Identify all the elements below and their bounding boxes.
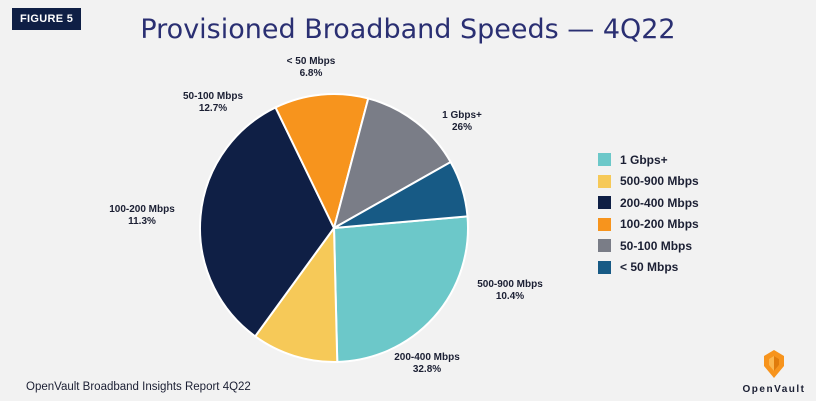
slice-label-50-100-mbps: 50-100 Mbps xyxy=(183,91,243,102)
slice-value-50-mbps: 6.8% xyxy=(300,68,323,79)
pie-slice-100-200-mbps xyxy=(274,93,370,231)
legend-item-50-mbps: < 50 Mbps xyxy=(598,257,699,279)
slice-label-1-gbps: 1 Gbps+ xyxy=(442,110,482,121)
pie-slice-50-mbps xyxy=(333,160,469,229)
chart-title: Provisioned Broadband Speeds — 4Q22 xyxy=(140,14,676,45)
legend-item-500-900-mbps: 500-900 Mbps xyxy=(598,171,699,193)
logo-wordmark: OpenVault xyxy=(742,384,806,395)
legend-swatch xyxy=(598,153,611,167)
legend-label: 100-200 Mbps xyxy=(620,217,699,232)
legend-item-200-400-mbps: 200-400 Mbps xyxy=(598,192,699,214)
legend-item-1-gbps: 1 Gbps+ xyxy=(598,149,699,171)
legend-swatch xyxy=(598,196,611,210)
pie-slice-500-900-mbps xyxy=(253,225,339,363)
chart-legend: 1 Gbps+ 500-900 Mbps 200-400 Mbps 100-200 M… xyxy=(598,149,699,278)
legend-item-50-100-mbps: 50-100 Mbps xyxy=(598,235,699,257)
slice-value-100-200-mbps: 11.3% xyxy=(128,216,156,227)
slice-label-50-mbps: < 50 Mbps xyxy=(287,56,336,67)
legend-label: 1 Gbps+ xyxy=(620,152,668,167)
footer-source: OpenVault Broadband Insights Report 4Q22 xyxy=(26,381,251,393)
legend-swatch xyxy=(598,174,611,188)
figure-label: FIGURE 5 xyxy=(12,8,82,30)
slice-label-200-400-mbps: 200-400 Mbps xyxy=(394,352,460,363)
legend-label: 200-400 Mbps xyxy=(620,195,699,210)
legend-label: 500-900 Mbps xyxy=(620,174,699,189)
legend-label: < 50 Mbps xyxy=(620,260,679,275)
slice-value-500-900-mbps: 10.4% xyxy=(496,291,524,302)
slice-label-500-900-mbps: 500-900 Mbps xyxy=(477,279,543,290)
legend-swatch xyxy=(598,239,611,253)
legend-swatch xyxy=(598,217,611,231)
openvault-logo: OpenVault xyxy=(736,348,812,398)
openvault-logo-icon xyxy=(764,350,784,378)
pie-slice-200-400-mbps xyxy=(199,106,336,338)
slice-value-200-400-mbps: 32.8% xyxy=(413,364,441,375)
legend-label: 50-100 Mbps xyxy=(620,238,693,253)
legend-item-100-200-mbps: 100-200 Mbps xyxy=(598,214,699,236)
slice-label-100-200-mbps: 100-200 Mbps xyxy=(109,204,175,215)
pie-slice-1-gbps xyxy=(332,215,469,363)
slice-value-1-gbps: 26% xyxy=(452,122,472,133)
pie-slice-50-100-mbps xyxy=(332,97,453,231)
legend-swatch xyxy=(598,260,611,274)
slice-value-50-100-mbps: 12.7% xyxy=(199,103,227,114)
